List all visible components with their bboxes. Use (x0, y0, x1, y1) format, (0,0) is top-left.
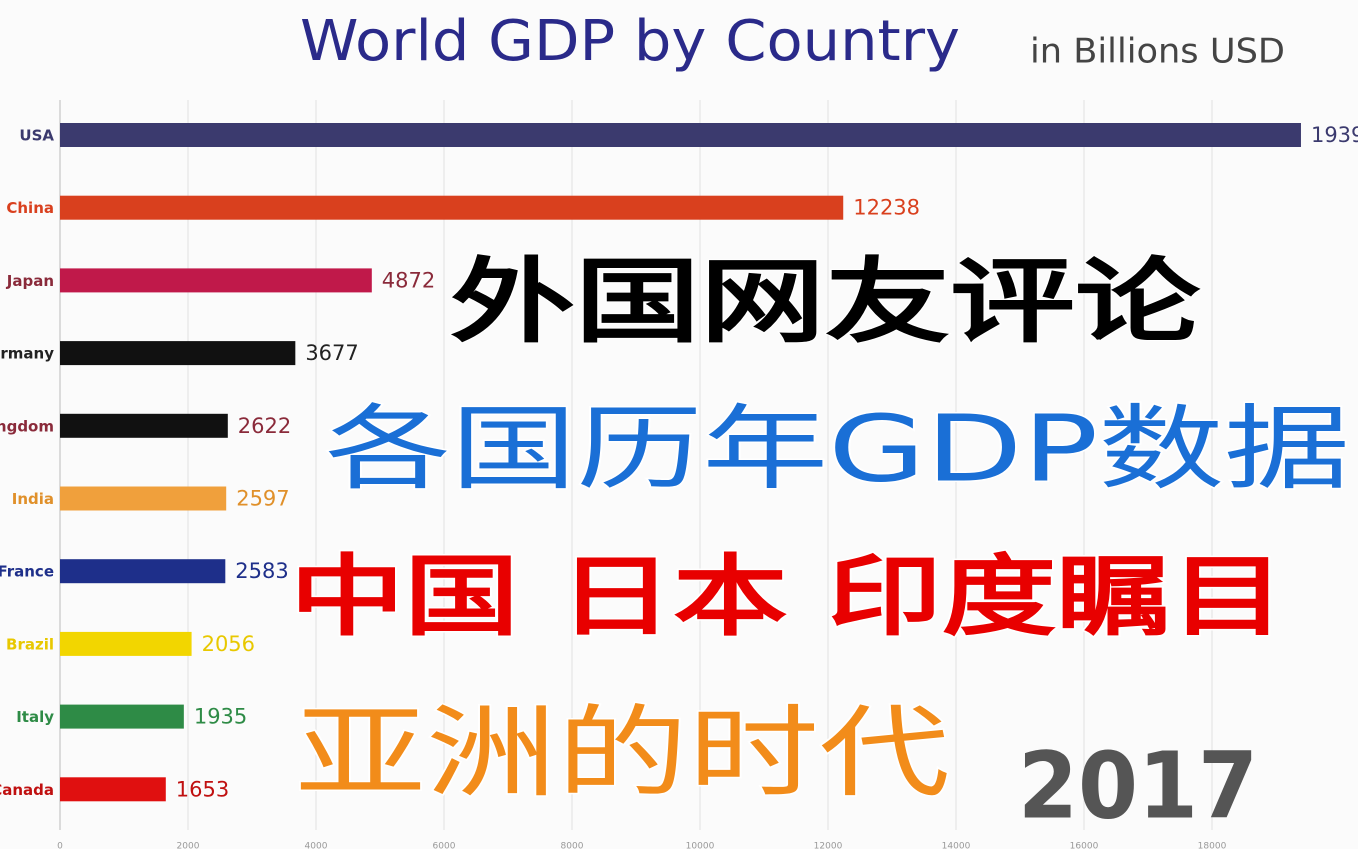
value-label: 1935 (194, 705, 247, 729)
chart-subtitle: in Billions USD (1030, 32, 1285, 72)
overlay-caption: 外国网友评论 (450, 248, 1201, 355)
y-tick-label: Brazil (6, 635, 54, 653)
value-label: 2056 (202, 632, 255, 656)
x-tick-label: 0 (57, 842, 63, 849)
bar (60, 123, 1301, 147)
bar (60, 777, 166, 802)
value-label: 1653 (176, 777, 229, 801)
value-label: 19390 (1311, 123, 1358, 147)
x-tick-label: 8000 (561, 842, 584, 849)
bar (60, 631, 192, 656)
y-tick-label: Germany (0, 345, 54, 363)
overlay-caption: 各国历年GDP数据 (325, 395, 1350, 502)
bar (60, 341, 296, 366)
year-label: 2017 (1018, 732, 1258, 839)
x-tick-label: 2000 (177, 842, 200, 849)
x-tick-label: 18000 (1198, 842, 1227, 849)
overlay-caption: 亚洲的时代 (295, 694, 950, 811)
value-label: 4872 (382, 268, 435, 292)
bar (60, 413, 228, 438)
value-label: 2622 (238, 414, 291, 438)
value-label: 12238 (853, 196, 920, 220)
value-label: 2597 (236, 487, 289, 511)
y-tick-label: China (6, 199, 54, 217)
value-label: 2583 (235, 559, 288, 583)
bar (60, 704, 184, 729)
x-tick-label: 10000 (686, 842, 715, 849)
y-tick-label: Japan (6, 272, 54, 290)
bar (60, 195, 844, 220)
chart-title: World GDP by Country (300, 9, 960, 74)
bar (60, 486, 227, 511)
y-tick-label: India (12, 490, 54, 508)
bar (60, 268, 372, 293)
x-tick-label: 6000 (433, 842, 456, 849)
x-tick-label: 16000 (1070, 842, 1099, 849)
overlay-caption: 中国 日本 印度瞩目 (290, 545, 1285, 648)
y-tick-label: Italy (16, 708, 54, 726)
y-tick-label: United Kingdom (0, 417, 54, 435)
y-tick-label: USA (19, 127, 54, 145)
plot-area: 0 2000 4000 6000 8000 10000 12000 14000 16000 180… (0, 100, 1358, 849)
x-tick-label: 4000 (305, 842, 328, 849)
bar (60, 559, 226, 584)
x-tick-label: 12000 (814, 842, 843, 849)
y-tick-label: Canada (0, 781, 54, 799)
y-tick-label: France (0, 563, 54, 581)
x-tick-label: 14000 (942, 842, 971, 849)
value-label: 3677 (305, 341, 358, 365)
overlay: 外国网友评论 各国历年GDP数据 中国 日本 印度瞩目 亚洲的时代 2017 (289, 247, 1352, 839)
